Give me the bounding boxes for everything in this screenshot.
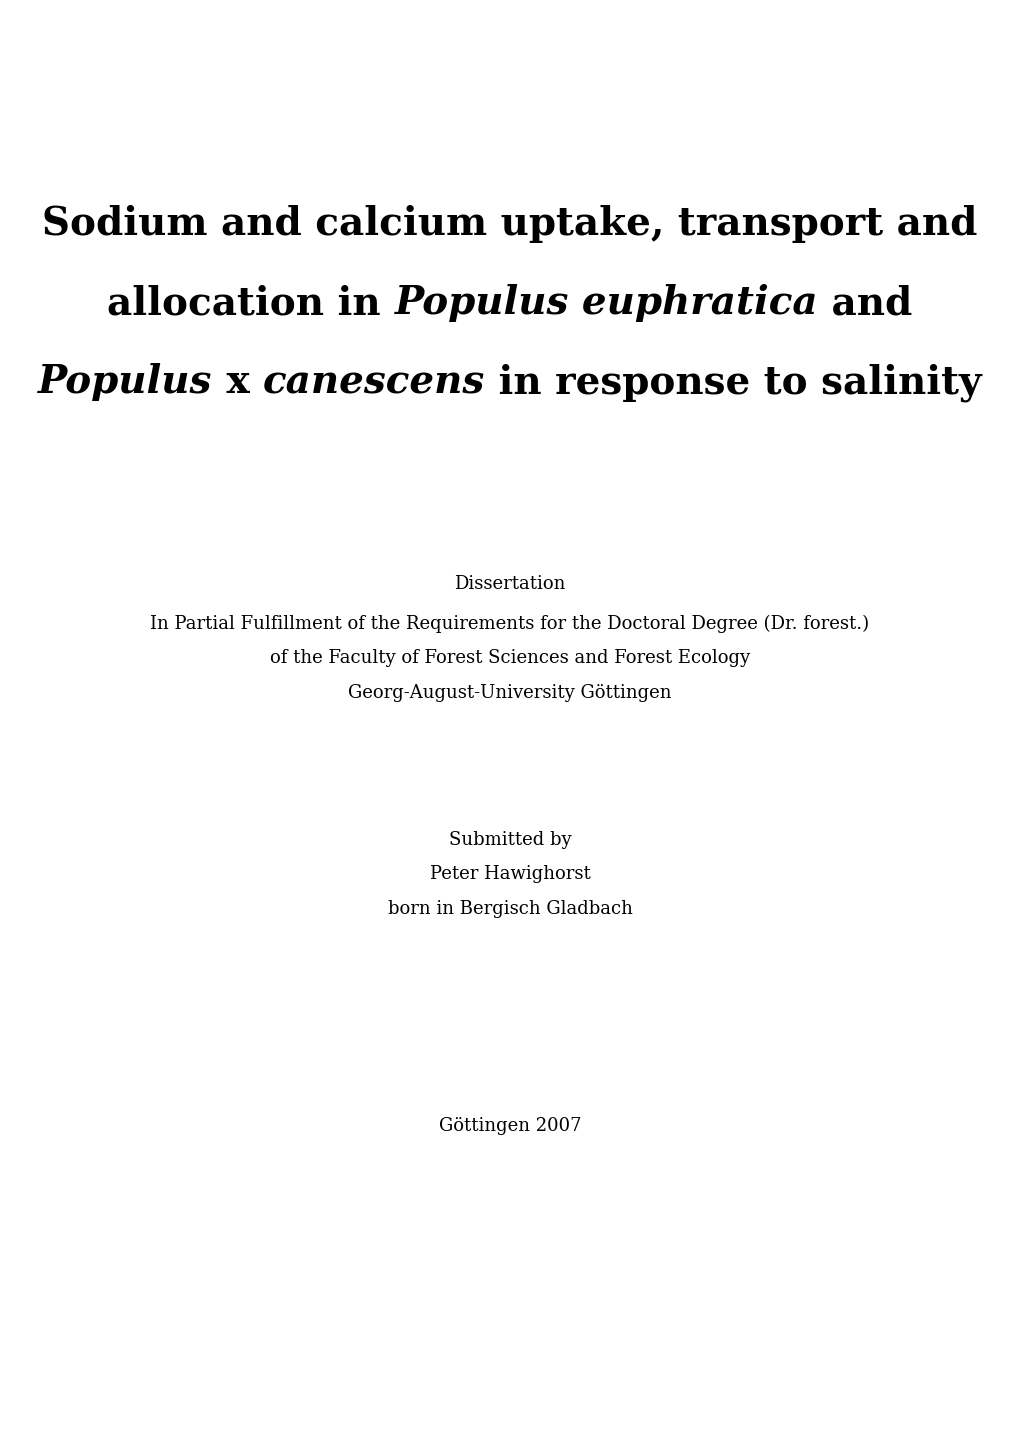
Text: and: and (817, 284, 912, 322)
Text: canescens: canescens (263, 364, 485, 401)
Text: Populus: Populus (38, 364, 212, 401)
Text: in response to salinity: in response to salinity (485, 364, 981, 401)
Text: of the Faculty of Forest Sciences and Forest Ecology: of the Faculty of Forest Sciences and Fo… (270, 649, 749, 667)
Text: Georg-August-University Göttingen: Georg-August-University Göttingen (347, 684, 672, 701)
Text: born in Bergisch Gladbach: born in Bergisch Gladbach (387, 900, 632, 918)
Text: Göttingen 2007: Göttingen 2007 (438, 1117, 581, 1134)
Text: Populus euphratica: Populus euphratica (394, 284, 817, 322)
Text: x: x (212, 364, 263, 401)
Text: Peter Hawighorst: Peter Hawighorst (429, 866, 590, 883)
Text: allocation in: allocation in (107, 284, 394, 322)
Text: Dissertation: Dissertation (453, 576, 566, 593)
Text: In Partial Fulfillment of the Requirements for the Doctoral Degree (Dr. forest.): In Partial Fulfillment of the Requiremen… (150, 615, 869, 632)
Text: Submitted by: Submitted by (448, 831, 571, 848)
Text: Sodium and calcium uptake, transport and: Sodium and calcium uptake, transport and (42, 205, 977, 242)
